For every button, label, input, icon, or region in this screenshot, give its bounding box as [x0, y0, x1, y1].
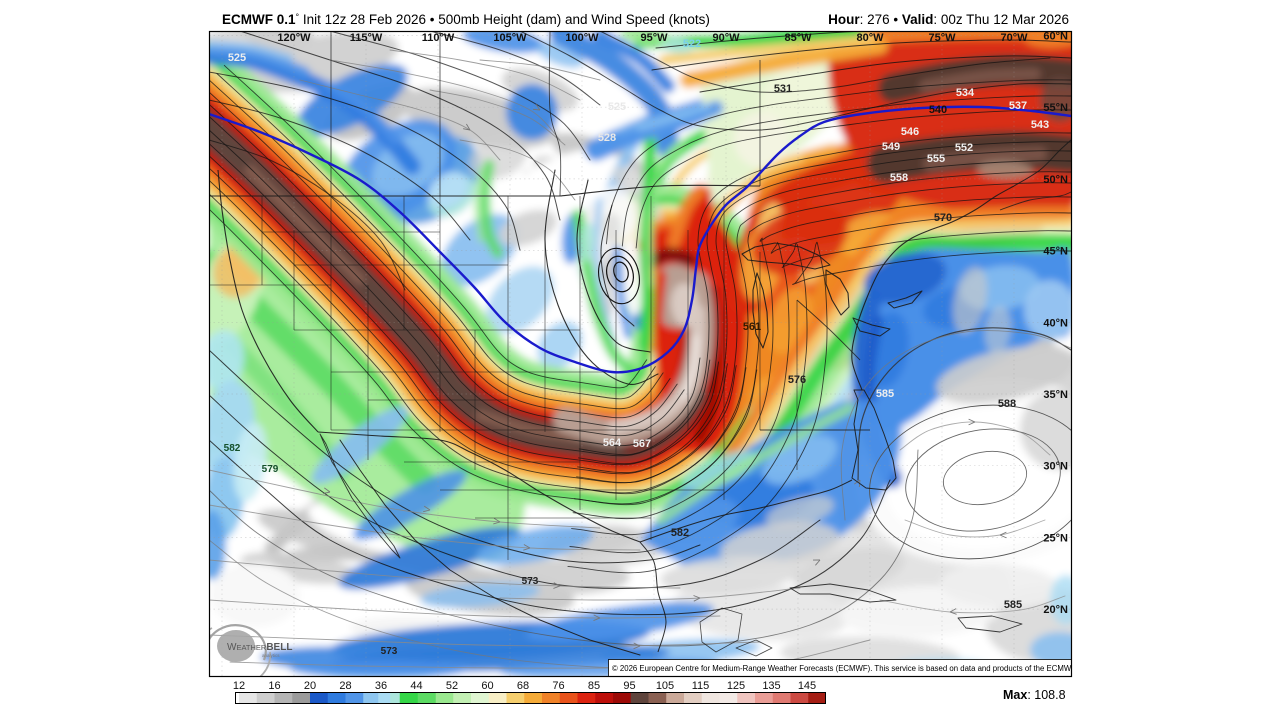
svg-text:95°W: 95°W — [640, 32, 668, 44]
svg-text:585: 585 — [876, 388, 894, 400]
svg-text:522: 522 — [683, 38, 701, 50]
svg-text:567: 567 — [633, 438, 651, 450]
svg-text:analytics: analytics — [262, 653, 280, 658]
svg-text:540: 540 — [929, 104, 947, 116]
svg-text:25°N: 25°N — [1043, 532, 1068, 544]
svg-text:115°W: 115°W — [350, 32, 383, 44]
svg-text:45°N: 45°N — [1043, 246, 1068, 258]
svg-text:555: 555 — [927, 153, 945, 165]
svg-text:110°W: 110°W — [422, 32, 455, 44]
svg-text:35°N: 35°N — [1043, 389, 1068, 401]
svg-text:573: 573 — [522, 576, 539, 587]
svg-text:579: 579 — [262, 464, 279, 475]
svg-text:12: 12 — [233, 680, 245, 692]
svg-text:561: 561 — [743, 321, 761, 333]
svg-text:570: 570 — [934, 212, 952, 224]
svg-text:ECMWF 0.1° Init 12z 28 Feb 202: ECMWF 0.1° Init 12z 28 Feb 2026 • 500mb … — [222, 12, 710, 27]
svg-text:Max: 108.8: Max: 108.8 — [1003, 688, 1066, 702]
svg-text:80°W: 80°W — [856, 32, 884, 44]
svg-text:115: 115 — [692, 680, 710, 692]
svg-text:36: 36 — [375, 680, 387, 692]
svg-text:30°N: 30°N — [1043, 461, 1068, 473]
svg-text:WEATHERBELL: WEATHERBELL — [227, 642, 292, 653]
svg-text:95: 95 — [623, 680, 635, 692]
svg-text:52: 52 — [446, 680, 458, 692]
svg-text:50°N: 50°N — [1043, 174, 1068, 186]
svg-text:68: 68 — [517, 680, 529, 692]
svg-text:Hour: 276 • Valid: 00z Thu 12: Hour: 276 • Valid: 00z Thu 12 Mar 2026 — [828, 12, 1069, 27]
svg-text:20°N: 20°N — [1043, 604, 1068, 616]
svg-text:55°N: 55°N — [1043, 102, 1068, 114]
svg-text:576: 576 — [788, 374, 806, 386]
svg-text:585: 585 — [1004, 599, 1022, 611]
svg-text:100°W: 100°W — [565, 32, 599, 44]
svg-text:105: 105 — [656, 680, 674, 692]
svg-text:145: 145 — [798, 680, 816, 692]
svg-text:76: 76 — [552, 680, 564, 692]
svg-text:531: 531 — [774, 83, 792, 95]
svg-text:28: 28 — [339, 680, 351, 692]
svg-text:582: 582 — [671, 527, 689, 539]
svg-text:588: 588 — [998, 398, 1016, 410]
svg-text:© 2026 European Centre for Med: © 2026 European Centre for Medium-Range … — [612, 664, 1077, 673]
svg-text:20: 20 — [304, 680, 316, 692]
svg-text:70°W: 70°W — [1000, 32, 1028, 44]
svg-text:125: 125 — [727, 680, 745, 692]
svg-text:525: 525 — [228, 52, 246, 64]
svg-text:120°W: 120°W — [277, 32, 311, 44]
svg-text:16: 16 — [268, 680, 280, 692]
svg-text:552: 552 — [955, 142, 973, 154]
svg-text:105°W: 105°W — [493, 32, 527, 44]
svg-text:534: 534 — [956, 87, 975, 99]
svg-text:60°N: 60°N — [1043, 31, 1068, 43]
svg-text:60: 60 — [481, 680, 493, 692]
svg-text:90°W: 90°W — [712, 32, 740, 44]
svg-text:558: 558 — [890, 172, 908, 184]
svg-text:75°W: 75°W — [928, 32, 956, 44]
svg-text:525: 525 — [608, 101, 626, 113]
svg-text:537: 537 — [1009, 100, 1027, 112]
svg-text:549: 549 — [882, 141, 900, 153]
svg-text:564: 564 — [603, 437, 622, 449]
svg-text:40°N: 40°N — [1043, 317, 1068, 329]
svg-text:573: 573 — [381, 646, 398, 657]
svg-text:546: 546 — [901, 126, 919, 138]
svg-text:528: 528 — [598, 132, 616, 144]
svg-text:44: 44 — [410, 680, 422, 692]
svg-text:582: 582 — [224, 443, 241, 454]
svg-text:85°W: 85°W — [784, 32, 812, 44]
svg-text:543: 543 — [1031, 119, 1049, 131]
svg-text:85: 85 — [588, 680, 600, 692]
svg-text:135: 135 — [762, 680, 780, 692]
